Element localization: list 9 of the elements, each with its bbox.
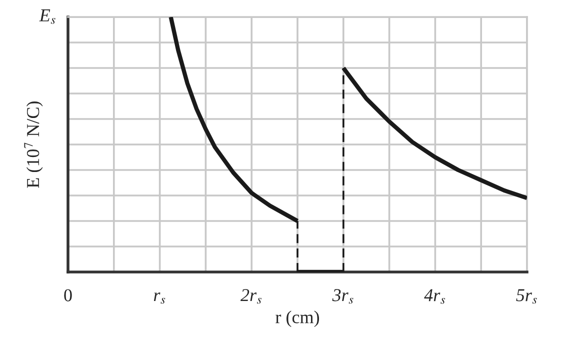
x-tick-label: 0 <box>64 289 72 302</box>
x-tick-label: 2r$_{s}$ <box>240 289 262 304</box>
x-tick-label: r$_{s}$ <box>154 292 166 304</box>
x-tick-label: 5r$_{s}$ <box>516 289 537 304</box>
x-axis-title: r (cm) <box>276 310 320 327</box>
y-axis-title: E (10$^{7}$ N/C) <box>24 102 43 188</box>
x-tick-label: 4r$_{s}$ <box>424 289 446 304</box>
x-tick-label: 3r$_{s}$ <box>332 289 354 304</box>
text: E$_{s}$ <box>39 9 56 24</box>
